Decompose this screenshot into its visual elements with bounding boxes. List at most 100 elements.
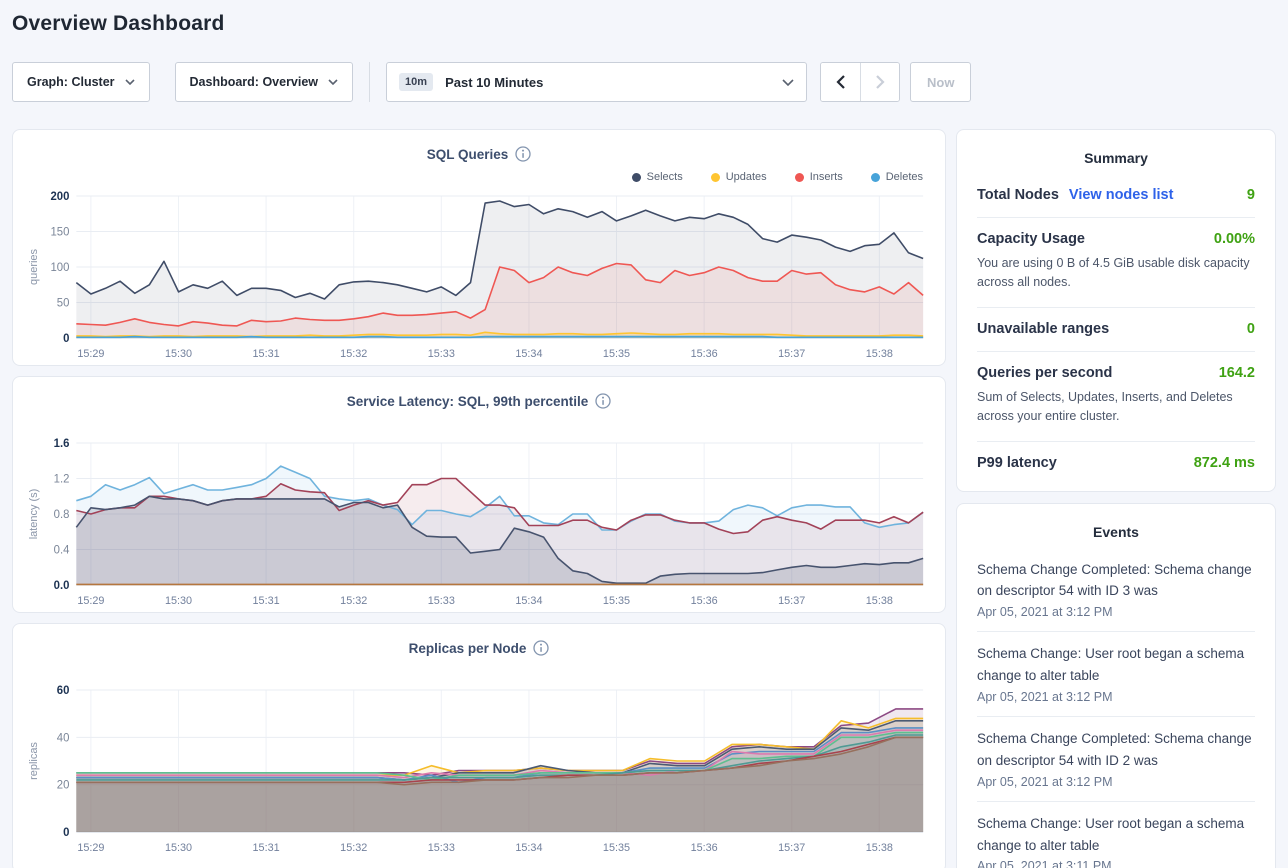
event-text[interactable]: Schema Change Completed: Schema change o… [977, 561, 1252, 599]
legend-item-updates[interactable]: Updates [710, 171, 767, 183]
dashboard-dropdown-label: Dashboard: Overview [189, 75, 319, 89]
now-button[interactable]: Now [910, 62, 972, 102]
svg-text:replicas: replicas [28, 742, 40, 780]
replicas-per-node-chart[interactable]: 15:29 15:30 15:31 15:32 15:33 15:34 15:35 15:36… [25, 682, 933, 858]
series-line-node-3 [75, 495, 924, 584]
summary-row-description: You are using 0 B of 4.5 GiB usable disk… [977, 256, 1250, 290]
main-content: SQL Queries Selects Updates Inserts Deletes… [12, 129, 1276, 868]
chevron-right-icon [875, 75, 885, 89]
chevron-down-icon [782, 78, 794, 86]
svg-text:15:35: 15:35 [603, 842, 630, 854]
series-fill-node-3 [76, 496, 924, 585]
svg-text:100: 100 [51, 262, 70, 274]
summary-row-label: P99 latency [977, 454, 1057, 471]
svg-text:15:30: 15:30 [165, 595, 192, 607]
svg-text:15:36: 15:36 [691, 348, 718, 360]
summary-row-capacity-usage: Capacity Usage 0.00% You are using 0 B o… [977, 218, 1255, 308]
summary-row-value: 0 [1246, 320, 1255, 337]
event-timestamp: Apr 05, 2021 at 3:11 PM [977, 859, 1112, 868]
event-text[interactable]: Schema Change: User root began a schema … [977, 646, 1245, 684]
series-fill-node-3 [76, 720, 924, 832]
series-fill-node-2 [76, 478, 924, 585]
svg-text:15:33: 15:33 [428, 595, 455, 607]
svg-text:15:34: 15:34 [515, 348, 542, 360]
dashboard-dropdown[interactable]: Dashboard: Overview [174, 62, 354, 102]
svg-text:15:32: 15:32 [340, 842, 367, 854]
series-line-Deletes [76, 335, 924, 339]
svg-text:15:34: 15:34 [515, 595, 542, 607]
chart-title-row: SQL Queries [25, 142, 933, 166]
svg-text:15:38: 15:38 [866, 842, 893, 854]
legend-dot-icon [631, 172, 641, 182]
series-line-Updates [76, 331, 924, 338]
svg-text:150: 150 [51, 226, 70, 238]
svg-text:queries: queries [28, 248, 40, 285]
summary-row-unavailable-ranges: Unavailable ranges 0 [977, 308, 1255, 352]
svg-text:15:33: 15:33 [428, 842, 455, 854]
summary-row-value: 164.2 [1218, 364, 1255, 381]
graph-dropdown[interactable]: Graph: Cluster [12, 62, 150, 102]
svg-text:15:31: 15:31 [253, 348, 280, 360]
next-range-button[interactable] [860, 63, 900, 101]
summary-row-description: Sum of Selects, Updates, Inserts, and De… [977, 389, 1233, 424]
event-list-item: Schema Change: User root began a schema … [977, 802, 1255, 868]
info-icon[interactable] [515, 146, 531, 162]
series-fill-node-6 [76, 732, 924, 832]
view-nodes-list-link[interactable]: View nodes list [1068, 187, 1174, 203]
legend-item-selects[interactable]: Selects [631, 171, 683, 183]
summary-row-label: Total Nodes [977, 187, 1059, 203]
chart-title: Service Latency: SQL, 99th percentile [346, 393, 589, 409]
summary-row-value: 9 [1246, 187, 1255, 203]
prev-range-button[interactable] [821, 63, 861, 101]
svg-text:15:32: 15:32 [340, 348, 367, 360]
series-line-node-9 [76, 736, 924, 786]
chevron-down-icon [328, 79, 338, 85]
info-icon[interactable] [595, 393, 611, 409]
svg-text:15:37: 15:37 [778, 348, 805, 360]
service-latency-chart[interactable]: 15:29 15:30 15:31 15:32 15:33 15:34 15:35 15:36… [25, 435, 933, 611]
summary-heading: Summary [1084, 150, 1148, 166]
chart-title-row: Replicas per Node [25, 636, 933, 660]
chart-panel-replicas-per-node: Replicas per Node 15:29 15:30 15:31 15:32 15… [12, 623, 946, 868]
svg-text:15:35: 15:35 [603, 595, 630, 607]
svg-text:15:33: 15:33 [428, 348, 455, 360]
chart-panel-service-latency: Service Latency: SQL, 99th percentile 15… [12, 376, 946, 613]
series-fill-node-5 [76, 730, 924, 832]
svg-text:50: 50 [57, 297, 70, 309]
sidebar: Summary Total Nodes View nodes list 9 Ca… [956, 129, 1276, 868]
series-fill-Inserts [76, 263, 924, 338]
page-title: Overview Dashboard [12, 12, 225, 35]
legend-item-deletes[interactable]: Deletes [870, 171, 923, 183]
summary-row-value: 0.00% [1213, 231, 1255, 247]
chart-title: SQL Queries [426, 146, 509, 162]
event-text[interactable]: Schema Change: User root began a schema … [977, 815, 1245, 853]
svg-text:15:30: 15:30 [165, 348, 192, 360]
svg-text:40: 40 [57, 732, 70, 744]
time-range-label: Past 10 Minutes [445, 74, 544, 90]
time-range-pager [820, 62, 901, 102]
chart-legend: Selects Updates Inserts Deletes [25, 166, 933, 188]
event-list-item: Schema Change Completed: Schema change o… [977, 717, 1255, 802]
svg-text:latency (s): latency (s) [28, 489, 40, 540]
series-fill-node-7 [76, 735, 924, 832]
svg-text:15:37: 15:37 [778, 595, 805, 607]
series-line-node-6 [76, 731, 924, 781]
time-range-selector[interactable]: 10m Past 10 Minutes [386, 62, 808, 102]
svg-text:15:32: 15:32 [340, 595, 367, 607]
svg-text:200: 200 [51, 191, 70, 203]
info-icon[interactable] [533, 640, 550, 656]
series-fill-node-1 [76, 466, 924, 585]
legend-label: Inserts [809, 171, 843, 183]
events-panel: Events Schema Change Completed: Schema c… [956, 502, 1276, 868]
event-timestamp: Apr 05, 2021 at 3:12 PM [977, 605, 1113, 620]
legend-item-inserts[interactable]: Inserts [794, 171, 843, 183]
svg-text:15:38: 15:38 [866, 348, 893, 360]
legend-label: Updates [725, 171, 767, 183]
svg-text:15:29: 15:29 [77, 348, 104, 360]
event-text[interactable]: Schema Change Completed: Schema change o… [977, 730, 1252, 768]
chart-legend [25, 413, 933, 435]
svg-text:60: 60 [57, 685, 70, 697]
legend-dot-icon [794, 172, 804, 182]
sql-queries-chart[interactable]: 15:29 15:30 15:31 15:32 15:33 15:34 15:35 15:36… [25, 188, 933, 364]
